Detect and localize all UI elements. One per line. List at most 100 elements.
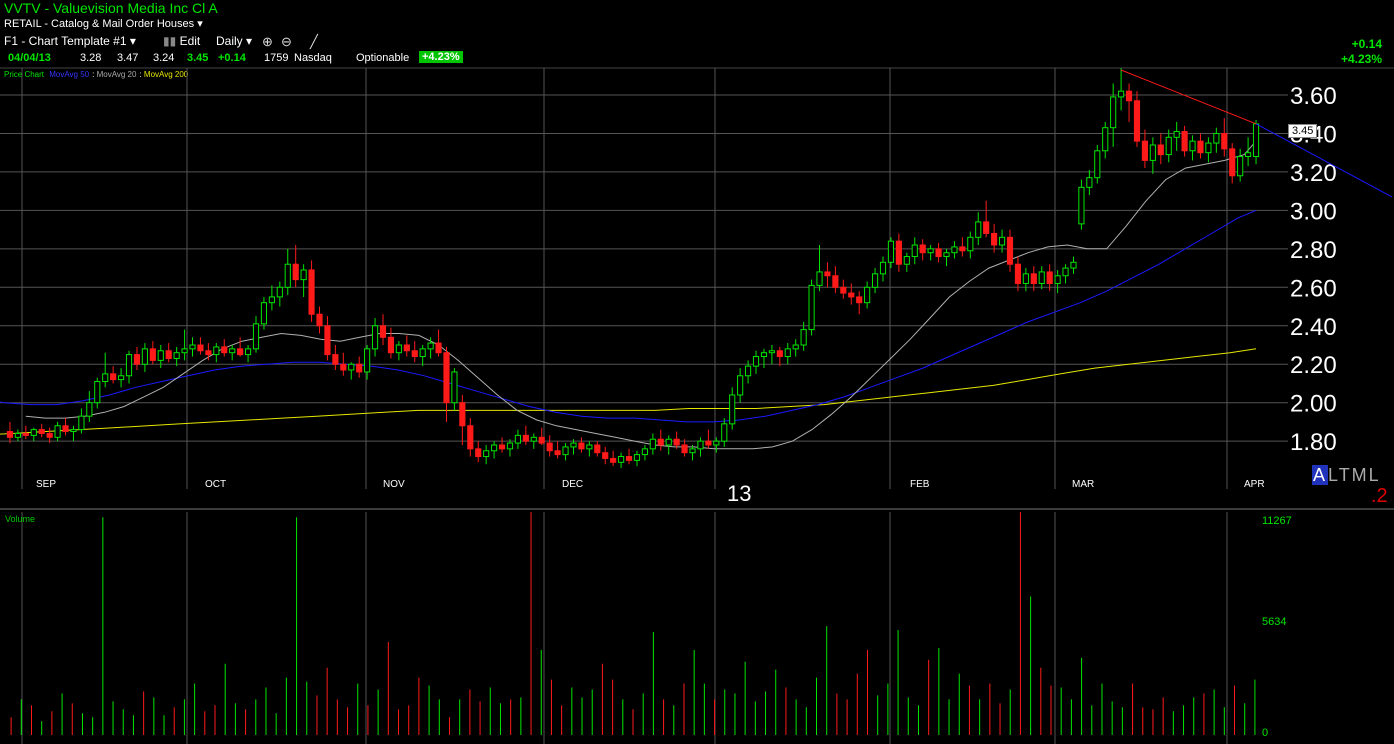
candle-body bbox=[1006, 236, 1014, 265]
candle-body bbox=[1022, 273, 1029, 284]
candle-body bbox=[935, 248, 942, 258]
candle-body bbox=[379, 325, 387, 338]
candle-body bbox=[94, 381, 101, 404]
candle-body bbox=[1078, 186, 1085, 225]
chevron-down-icon[interactable]: ▾ bbox=[197, 18, 203, 30]
candle-body bbox=[1030, 273, 1037, 284]
candle-body bbox=[260, 302, 268, 325]
y-tick-label: 2.60 bbox=[1290, 275, 1337, 302]
candle-body bbox=[364, 348, 371, 373]
edit-label: Edit bbox=[179, 34, 201, 48]
candle-body bbox=[871, 273, 879, 288]
candle-body bbox=[1189, 140, 1196, 152]
candle-body bbox=[165, 350, 172, 359]
candle-body bbox=[848, 292, 855, 298]
candle-body bbox=[752, 356, 760, 367]
candle-body bbox=[173, 352, 180, 359]
candle-body bbox=[340, 363, 347, 371]
candle-body bbox=[1213, 132, 1220, 144]
chart-template-menu[interactable]: F1 - Chart Template #1 ▾ bbox=[4, 34, 136, 48]
ma50-line bbox=[0, 209, 1257, 423]
period-menu[interactable]: Daily ▾ bbox=[216, 34, 252, 48]
period-label: Daily bbox=[216, 34, 243, 48]
candle-body bbox=[1070, 261, 1077, 269]
candle-body bbox=[522, 434, 529, 442]
zoom-out-icon[interactable]: ⊖ bbox=[281, 34, 292, 49]
y-tick-label: 2.40 bbox=[1290, 314, 1337, 341]
candle-body bbox=[689, 448, 696, 454]
optionable-label: Optionable bbox=[356, 52, 410, 64]
industry-selector[interactable]: RETAIL - Catalog & Mail Order Houses ▾ bbox=[4, 17, 203, 30]
draw-line-icon[interactable]: ╱ bbox=[310, 34, 318, 49]
candle-body bbox=[951, 246, 958, 254]
candle-body bbox=[538, 436, 545, 444]
candle-body bbox=[705, 440, 712, 446]
candle-body bbox=[808, 284, 815, 331]
candle-body bbox=[22, 432, 29, 436]
candle-body bbox=[546, 442, 553, 452]
zoom-in-icon[interactable]: ⊕ bbox=[262, 34, 273, 49]
candle-body bbox=[451, 371, 458, 404]
candle-body bbox=[943, 252, 950, 258]
candle-body bbox=[1173, 131, 1180, 138]
candle-body bbox=[1157, 144, 1164, 156]
legend-price-chart: Price Chart bbox=[4, 70, 45, 79]
candle-body bbox=[832, 275, 839, 288]
legend-ma20: MovAvg 20 bbox=[96, 70, 137, 79]
candle-body bbox=[562, 446, 569, 456]
candle-body bbox=[618, 456, 625, 463]
candle-body bbox=[276, 286, 283, 298]
altml-score: .2 bbox=[1371, 485, 1388, 507]
candle-body bbox=[157, 350, 164, 361]
candle-body bbox=[1094, 150, 1101, 179]
candle-body bbox=[1229, 148, 1236, 177]
candle-body bbox=[721, 423, 728, 442]
candle-body bbox=[983, 221, 990, 234]
candle-body bbox=[578, 442, 585, 450]
edit-icon: ▮▮ bbox=[163, 34, 177, 48]
candle-body bbox=[800, 329, 807, 346]
candle-body bbox=[133, 354, 141, 365]
candle-body bbox=[205, 350, 212, 356]
candle-body bbox=[840, 286, 847, 294]
candle-body bbox=[197, 344, 204, 352]
candle-body bbox=[602, 452, 609, 459]
candle-body bbox=[570, 442, 577, 448]
candle-body bbox=[356, 363, 363, 373]
candle-body bbox=[149, 348, 156, 361]
candle-body bbox=[633, 454, 641, 461]
candle-body bbox=[62, 425, 69, 433]
candle-body bbox=[911, 244, 918, 258]
candle-body bbox=[300, 269, 307, 281]
candle-body bbox=[6, 431, 14, 438]
candle-body bbox=[1062, 267, 1069, 277]
candle-body bbox=[443, 352, 450, 404]
ma200-line bbox=[0, 348, 1257, 435]
quote-exchange: Nasdaq bbox=[294, 52, 332, 64]
candle-body bbox=[530, 436, 537, 442]
edit-menu[interactable]: ▮▮ Edit bbox=[163, 34, 200, 48]
candle-body bbox=[816, 271, 823, 286]
candle-body bbox=[760, 352, 768, 358]
candle-body bbox=[371, 325, 379, 350]
candle-body bbox=[419, 348, 426, 358]
candle-body bbox=[221, 346, 228, 354]
candle-body bbox=[514, 434, 521, 444]
candle-body bbox=[1125, 90, 1133, 102]
candle-body bbox=[467, 425, 474, 450]
candle-body bbox=[610, 457, 617, 463]
candle-body bbox=[729, 394, 736, 425]
candle-body bbox=[1102, 127, 1109, 152]
altml-a: A bbox=[1312, 465, 1329, 485]
candle-body bbox=[229, 348, 236, 354]
right-change-readout: +0.14 +4.23% bbox=[1341, 37, 1382, 67]
candle-body bbox=[1014, 263, 1022, 284]
quote-change: +0.14 bbox=[218, 52, 246, 64]
candle-body bbox=[737, 375, 744, 396]
candle-body bbox=[784, 348, 791, 358]
candle-body bbox=[118, 375, 125, 381]
candle-body bbox=[348, 363, 355, 371]
volume-tick-label: 0 bbox=[1262, 727, 1268, 739]
candle-body bbox=[498, 444, 506, 450]
